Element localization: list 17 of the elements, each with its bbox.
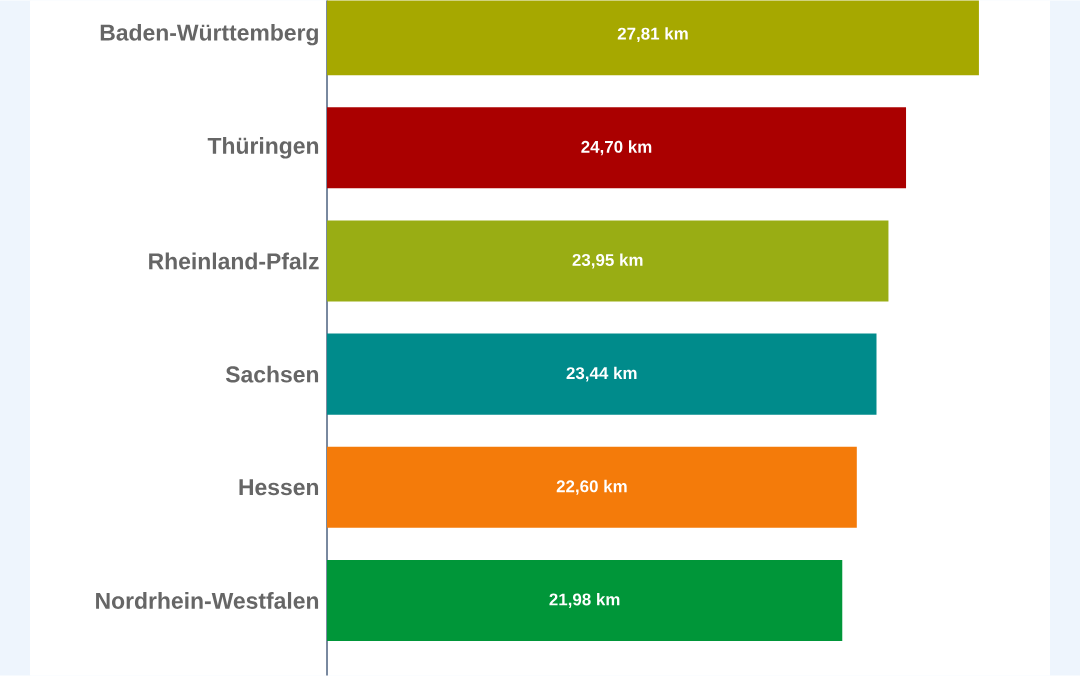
data-label: 23,44 km xyxy=(566,366,637,382)
y-tick-label: Baden-Württemberg xyxy=(100,23,318,46)
data-label: 23,95 km xyxy=(572,253,643,269)
data-label: 24,70 km xyxy=(581,140,652,156)
bar xyxy=(327,333,877,415)
data-label: 21,98 km xyxy=(549,592,620,608)
y-tick-label: Sachsen xyxy=(225,365,319,383)
y-tick-label: Hessen xyxy=(239,479,319,496)
data-label: 27,81 km xyxy=(617,27,688,42)
data-label: 22,60 km xyxy=(556,479,627,495)
y-tick-label: Rheinland-Pfalz xyxy=(149,252,319,270)
y-tick-label: Thüringen xyxy=(207,136,319,159)
bar xyxy=(327,220,889,302)
y-tick-label: Nordrhein-Westfalen xyxy=(96,591,319,609)
bar xyxy=(327,107,907,189)
bar xyxy=(327,559,843,641)
bar xyxy=(327,446,857,528)
